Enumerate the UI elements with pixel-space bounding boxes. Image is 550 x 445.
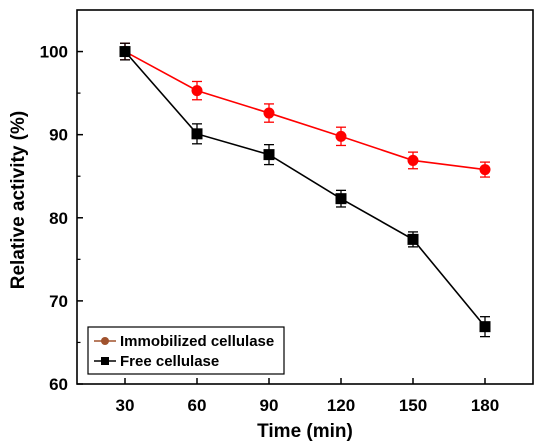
series-line <box>124 50 486 171</box>
y-tick-label: 90 <box>49 126 68 145</box>
legend-label: Immobilized cellulase <box>120 333 274 350</box>
legend-marker <box>101 357 109 365</box>
series-immobilized-cellulase <box>119 42 491 178</box>
data-point <box>407 154 419 166</box>
legend: Immobilized cellulase Free cellulase <box>87 326 285 375</box>
y-tick-label: 80 <box>49 209 68 228</box>
x-tick-label: 150 <box>399 396 427 415</box>
series-line <box>124 51 486 328</box>
data-point <box>119 46 131 58</box>
data-point <box>263 149 275 161</box>
y-tick-label: 100 <box>40 43 68 62</box>
data-point <box>335 193 347 205</box>
y-tick-label: 60 <box>49 375 68 394</box>
x-tick-label: 60 <box>188 396 207 415</box>
data-point <box>479 164 491 176</box>
series-free-cellulase <box>119 42 491 338</box>
data-point <box>407 233 419 245</box>
plot-frame <box>76 9 534 385</box>
data-point <box>191 85 203 97</box>
y-axis-title: Relative activity (%) <box>8 111 29 289</box>
x-axis-title: Time (min) <box>257 421 353 442</box>
legend-label: Free cellulase <box>120 353 219 370</box>
x-tick-label: 90 <box>260 396 279 415</box>
x-tick-label: 120 <box>327 396 355 415</box>
x-tick-label: 30 <box>116 396 135 415</box>
data-point <box>479 321 491 333</box>
legend-box <box>87 326 285 375</box>
data-point <box>263 107 275 119</box>
axis-ticks: 30 60 90 120 150 180 60 70 80 90 100 <box>40 43 500 415</box>
x-tick-label: 180 <box>471 396 499 415</box>
legend-marker <box>101 337 109 345</box>
series-layer <box>119 42 491 338</box>
data-point <box>335 130 347 142</box>
y-tick-label: 70 <box>49 292 68 311</box>
data-point <box>191 128 203 140</box>
